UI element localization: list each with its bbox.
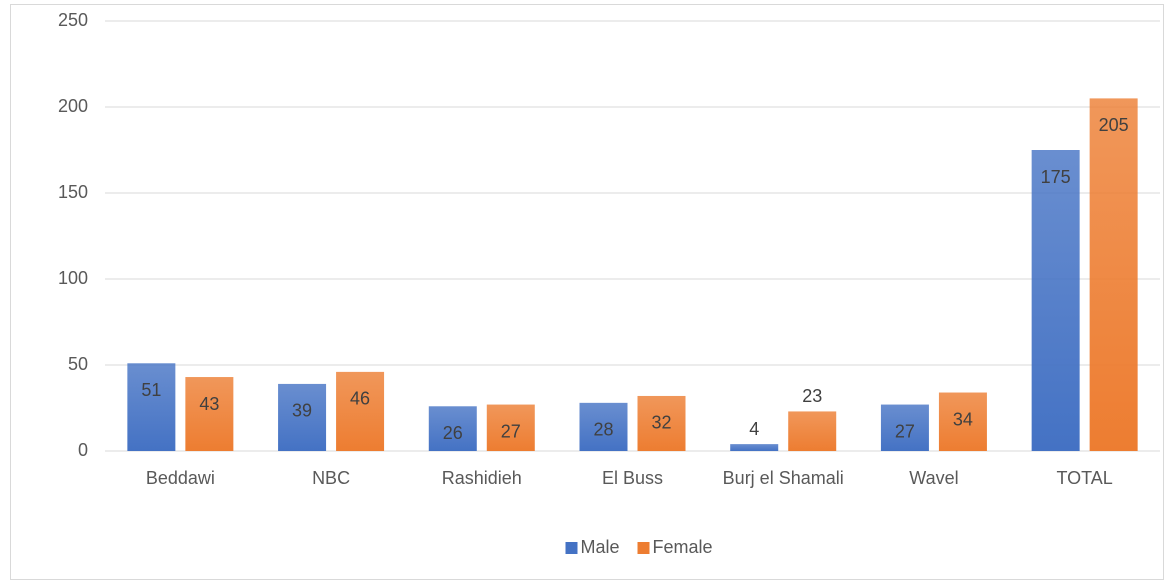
- y-tick-label: 150: [58, 182, 88, 202]
- bar: [938, 392, 987, 451]
- data-label: 51: [141, 380, 161, 400]
- data-label: 34: [953, 409, 973, 429]
- legend-swatch: [565, 542, 578, 554]
- bar: [336, 371, 385, 451]
- x-tick-label: TOTAL: [1056, 468, 1112, 488]
- x-tick-label: Rashidieh: [442, 468, 522, 488]
- data-label: 28: [593, 420, 613, 440]
- legend-swatch: [637, 542, 650, 554]
- bar: [428, 406, 477, 451]
- y-tick-label: 100: [58, 268, 88, 288]
- data-label: 27: [501, 421, 521, 441]
- legend-label: Female: [653, 537, 713, 557]
- data-label: 23: [802, 386, 822, 406]
- x-tick-label: Wavel: [909, 468, 958, 488]
- legend-label: Male: [581, 537, 620, 557]
- data-label: 43: [199, 394, 219, 414]
- y-tick-label: 0: [78, 440, 88, 460]
- bar: [185, 377, 234, 451]
- bar: [788, 411, 837, 451]
- y-tick-label: 50: [68, 354, 88, 374]
- data-label: 39: [292, 401, 312, 421]
- bar: [1089, 98, 1138, 452]
- bar: [1031, 150, 1080, 451]
- x-tick-label: Beddawi: [146, 468, 215, 488]
- y-tick-label: 200: [58, 96, 88, 116]
- bar: [637, 395, 686, 451]
- x-tick-label: NBC: [312, 468, 350, 488]
- bar: [278, 383, 327, 451]
- data-label: 27: [895, 421, 915, 441]
- data-label: 32: [651, 413, 671, 433]
- data-label: 175: [1041, 167, 1071, 187]
- data-label: 205: [1099, 115, 1129, 135]
- bar: [579, 402, 628, 451]
- bar: [730, 444, 779, 451]
- bar: [486, 404, 535, 451]
- x-tick-label: Burj el Shamali: [723, 468, 844, 488]
- x-tick-label: El Buss: [602, 468, 663, 488]
- y-tick-label: 250: [58, 10, 88, 30]
- chart-border: [10, 4, 1164, 580]
- data-label: 4: [749, 419, 759, 439]
- data-label: 46: [350, 389, 370, 409]
- data-label: 26: [443, 423, 463, 443]
- bar: [880, 404, 929, 451]
- bar: [127, 363, 176, 451]
